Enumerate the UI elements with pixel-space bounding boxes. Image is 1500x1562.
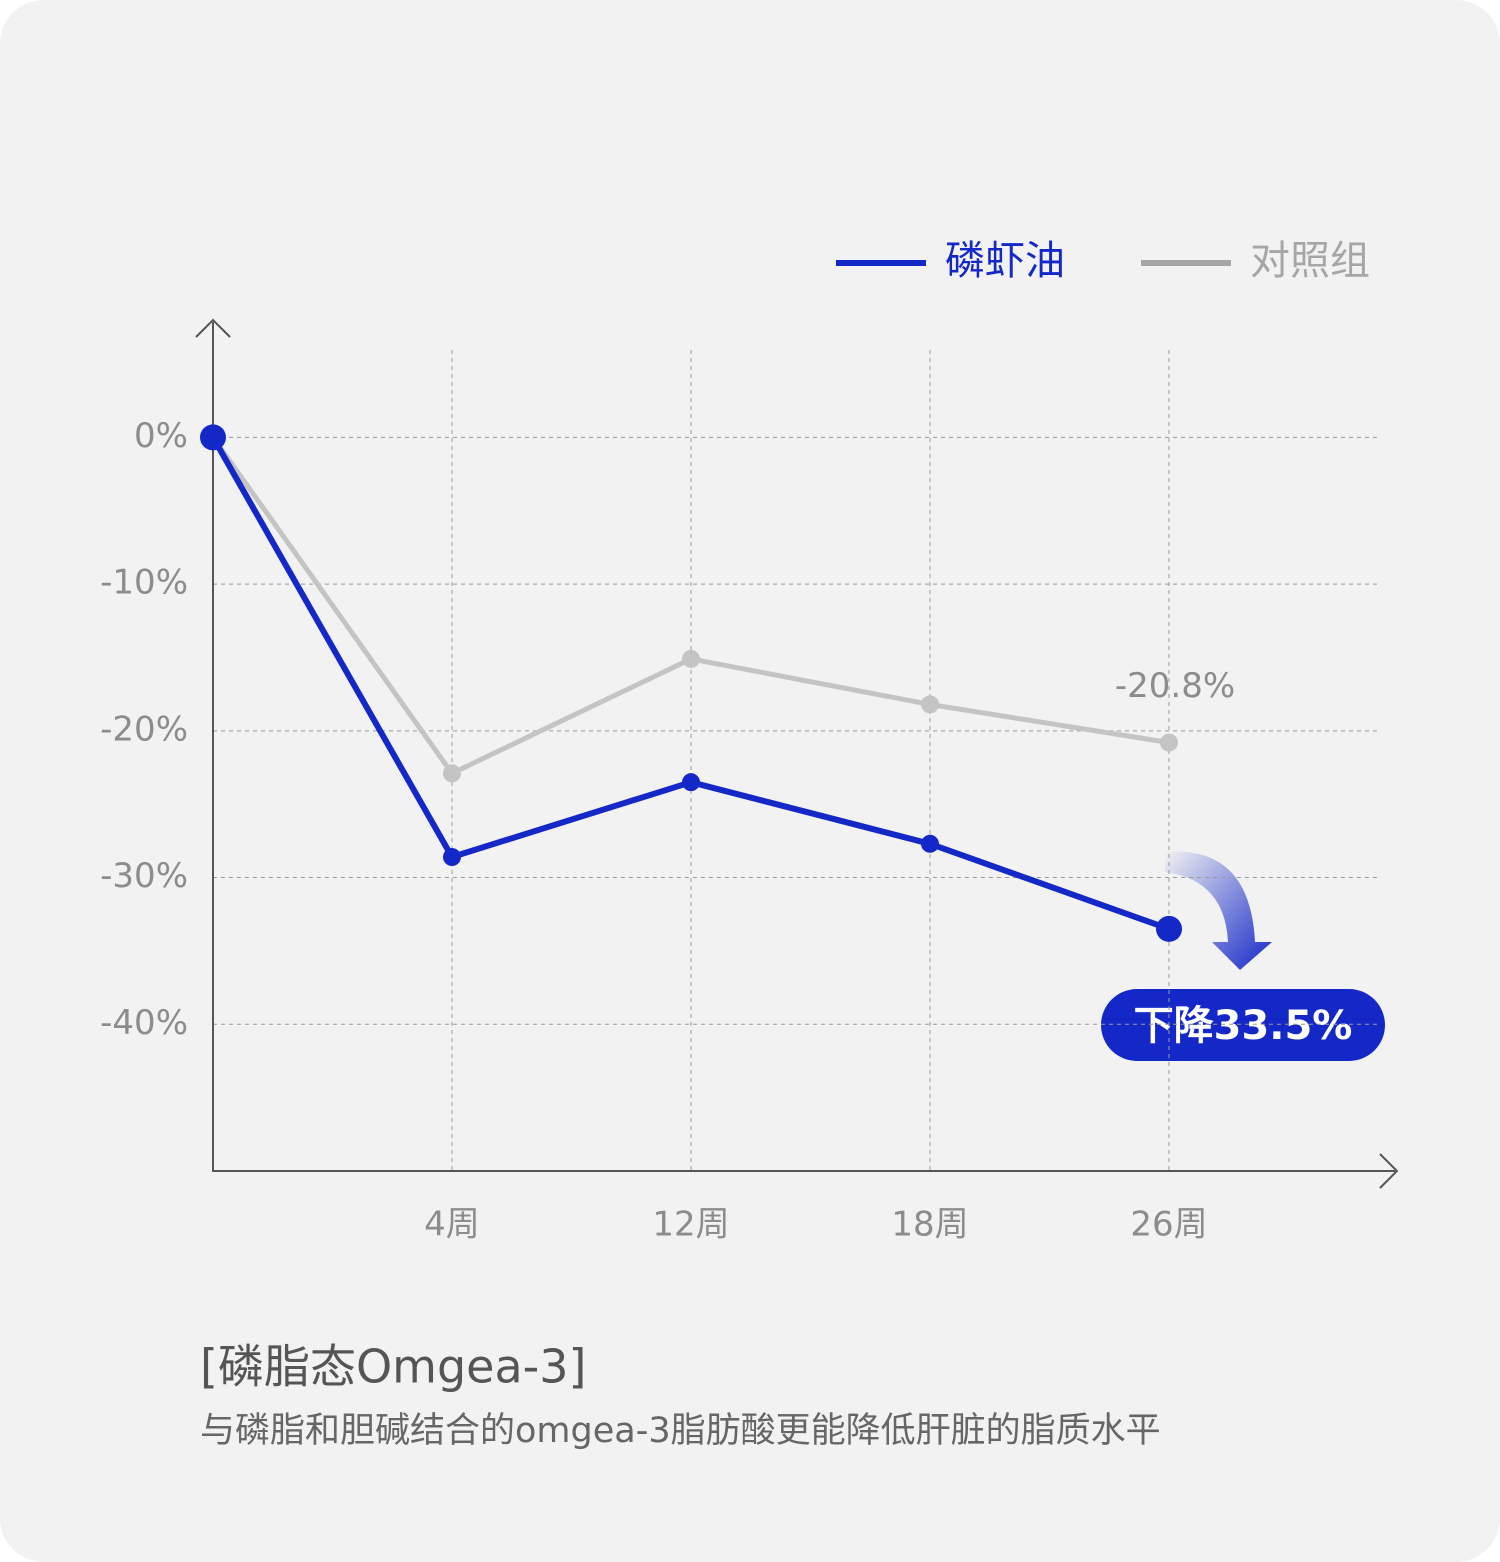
chart-subtitle: 与磷脂和胆碱结合的omgea-3脂肪酸更能降低肝脏的脂质水平: [200, 1411, 1161, 1451]
x-tick-label: 12周: [652, 1205, 729, 1245]
data-point: [443, 764, 461, 783]
data-point: [200, 424, 226, 451]
x-axis-arrow: [1379, 1153, 1399, 1189]
axes: [212, 322, 1395, 1172]
legend-label: 磷虾油: [945, 238, 1065, 284]
y-tick-label: 0%: [134, 416, 188, 456]
y-tick-label: -40%: [100, 1003, 188, 1043]
value-label: -20.8%: [1115, 666, 1235, 706]
y-tick-label: -10%: [100, 563, 188, 603]
data-point: [921, 834, 939, 853]
data-point: [1160, 733, 1178, 752]
x-tick-label: 4周: [424, 1205, 480, 1245]
annotation: 下降33.5%: [1134, 1003, 1353, 1049]
data-point: [682, 649, 700, 668]
y-tick-label: -20%: [100, 709, 188, 749]
x-tick-label: 26周: [1130, 1205, 1207, 1245]
data-point: [443, 848, 461, 867]
data-point: [682, 773, 700, 792]
legend-label: 对照组: [1250, 238, 1370, 284]
data-point: [921, 695, 939, 714]
chart-title: [磷脂态Omgea-3]: [200, 1340, 586, 1394]
y-tick-label: -30%: [100, 856, 188, 896]
data-point: [1156, 915, 1182, 942]
x-tick-label: 18周: [891, 1205, 968, 1245]
annotation-badge: [1101, 989, 1385, 1061]
y-axis-arrow: [195, 318, 231, 338]
decrease-arrow: [1165, 851, 1272, 970]
